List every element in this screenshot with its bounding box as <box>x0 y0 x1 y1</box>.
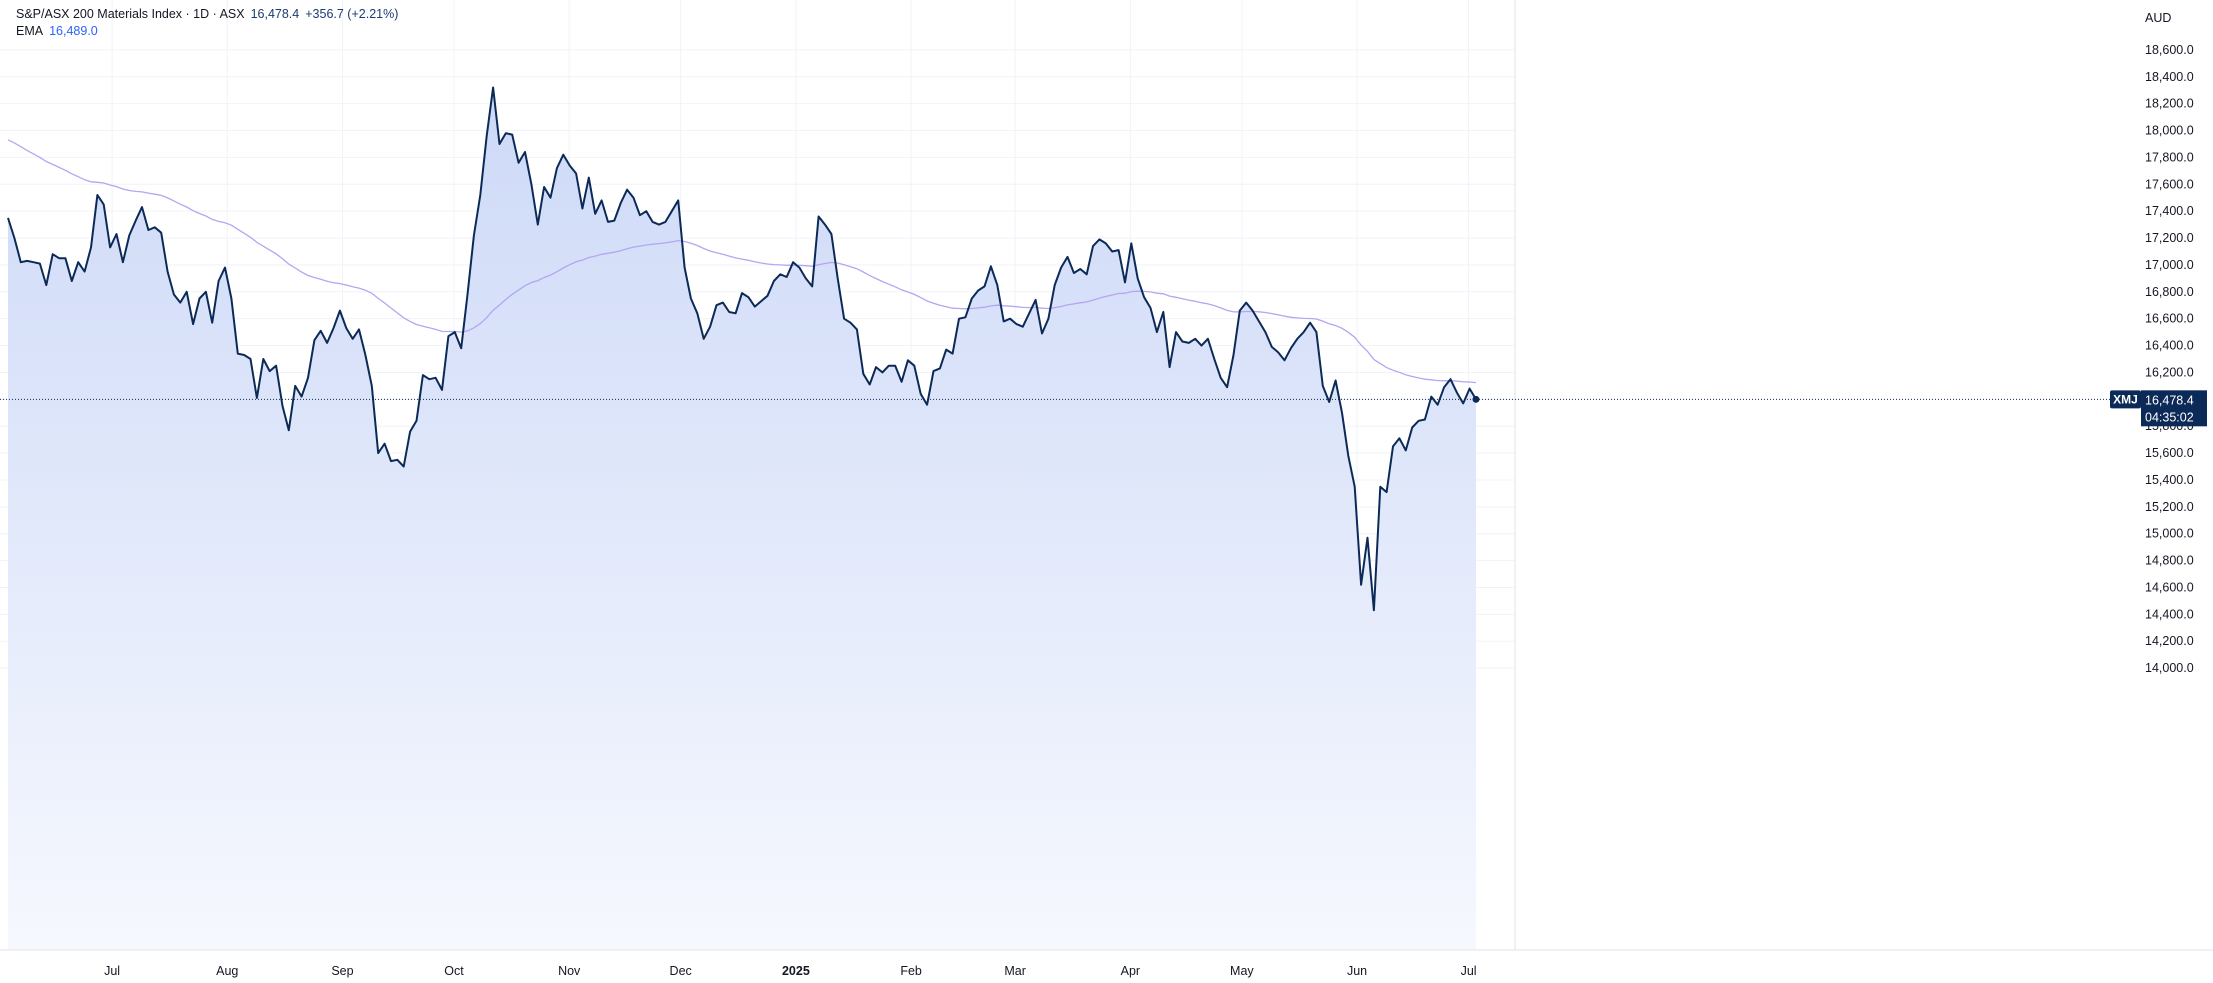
x-tick-label: Jul <box>1461 964 1477 978</box>
ema-row[interactable]: EMA 16,489.0 <box>16 23 398 40</box>
x-tick-label: Jun <box>1347 964 1367 978</box>
x-tick-label: Feb <box>900 964 922 978</box>
y-tick-label: 18,200.0 <box>2145 97 2194 111</box>
price-change: +356.7 (+2.21%) <box>305 7 399 21</box>
x-tick-label: Sep <box>331 964 353 978</box>
x-tick-label: May <box>1230 964 1254 978</box>
last-price-label: 16,478.4 <box>2145 393 2194 407</box>
y-tick-label: 14,800.0 <box>2145 554 2194 568</box>
chart-legend: S&P/ASX 200 Materials Index · 1D · ASX 1… <box>16 6 398 40</box>
y-tick-label: 18,000.0 <box>2145 124 2194 138</box>
y-tick-label: 14,000.0 <box>2145 661 2194 675</box>
y-tick-label: 15,000.0 <box>2145 527 2194 541</box>
x-tick-label: Jul <box>104 964 120 978</box>
y-tick-label: 15,400.0 <box>2145 473 2194 487</box>
price-axis-ticks[interactable]: 14,000.0 14,200.0 14,400.0 14,600.0 14,800.0… <box>2145 11 2194 675</box>
symbol-title[interactable]: S&P/ASX 200 Materials Index · 1D · ASX <box>16 7 245 21</box>
y-tick-label: 14,600.0 <box>2145 580 2194 594</box>
y-tick-label: 15,200.0 <box>2145 500 2194 514</box>
y-tick-label: 18,400.0 <box>2145 70 2194 84</box>
x-tick-label: Oct <box>444 964 464 978</box>
ema-value: 16,489.0 <box>49 24 98 38</box>
x-tick-label: Aug <box>216 964 238 978</box>
y-tick-label: 15,600.0 <box>2145 446 2194 460</box>
ticker-badge[interactable] <box>2110 390 2141 409</box>
time-axis-ticks[interactable]: Jul Aug Sep Oct Nov Dec 2025 Feb Mar Apr May Jun Jul <box>104 964 1476 978</box>
x-tick-label: 2025 <box>782 964 810 978</box>
y-tick-label: 17,400.0 <box>2145 204 2194 218</box>
y-tick-label: 17,800.0 <box>2145 150 2194 164</box>
last-value: 16,478.4 <box>250 7 300 21</box>
y-tick-label: 16,200.0 <box>2145 365 2194 379</box>
currency-label[interactable]: AUD <box>2145 11 2171 25</box>
x-tick-label: Apr <box>1121 964 1140 978</box>
x-tick-label: Mar <box>1004 964 1026 978</box>
last-price-badge[interactable] <box>2141 390 2207 427</box>
y-tick-label: 17,600.0 <box>2145 177 2194 191</box>
y-tick-label: 16,400.0 <box>2145 339 2194 353</box>
countdown-label: 04:35:02 <box>2145 410 2194 424</box>
ema-label[interactable]: EMA <box>16 24 44 38</box>
y-tick-label: 18,600.0 <box>2145 43 2194 57</box>
y-tick-label: 14,400.0 <box>2145 607 2194 621</box>
ticker-badge-text: XMJ <box>2113 392 2138 406</box>
ema-line[interactable] <box>7 139 1477 384</box>
x-tick-label: Dec <box>670 964 692 978</box>
y-tick-label: 16,600.0 <box>2145 312 2194 326</box>
symbol-row[interactable]: S&P/ASX 200 Materials Index · 1D · ASX 1… <box>16 6 398 23</box>
x-tick-label: Nov <box>558 964 581 978</box>
y-tick-label: 17,200.0 <box>2145 231 2194 245</box>
y-tick-label: 17,000.0 <box>2145 258 2194 272</box>
axes <box>0 0 2213 951</box>
price-area-fill <box>8 87 1476 950</box>
last-price-dot <box>1472 395 1480 403</box>
price-line[interactable] <box>7 86 1477 612</box>
y-tick-label: 14,200.0 <box>2145 634 2194 648</box>
y-tick-label: 16,800.0 <box>2145 285 2194 299</box>
